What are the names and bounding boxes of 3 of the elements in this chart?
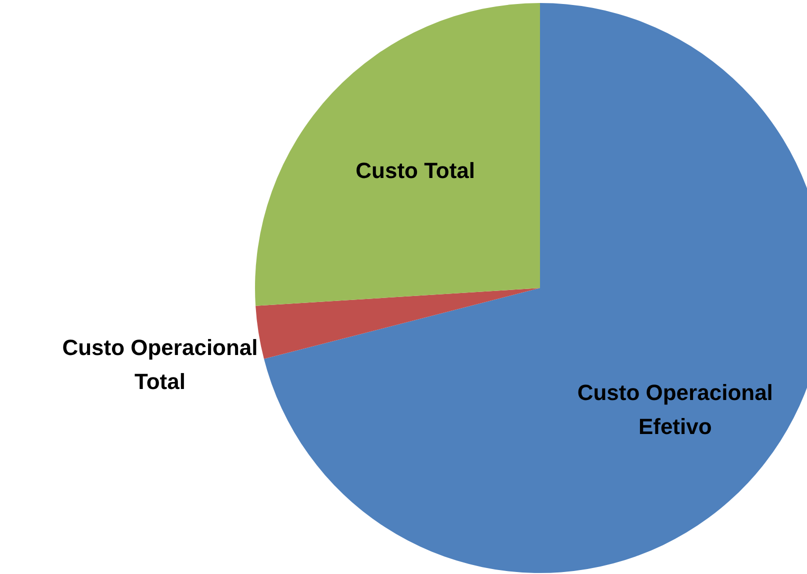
slice-label: Custo Operacional Total — [62, 335, 258, 394]
slice-label: Custo Total — [356, 158, 476, 183]
slice-label: Custo Operacional Efetivo — [577, 380, 773, 439]
